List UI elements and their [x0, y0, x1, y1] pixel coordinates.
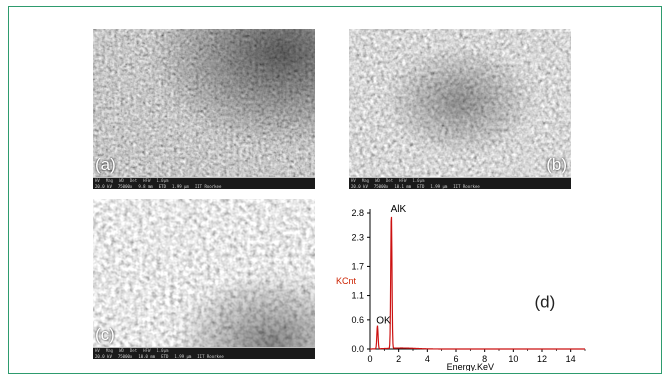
- y-axis-label: KCnt: [336, 276, 357, 286]
- panel-label-b: (b): [546, 155, 567, 174]
- figure-frame: [8, 6, 662, 374]
- panel-label-c: (c): [95, 325, 115, 344]
- sem-info-bar-c: HV Mag WD Det HFW 1.0μm 20.0 kV 75000x 10.0 mm E…: [93, 347, 315, 359]
- y-tick-label: 0.0: [351, 344, 364, 354]
- y-tick-label: 1.1: [351, 291, 364, 301]
- sem-image-a: (a) HV Mag WD Det HFW 1.0μm 20.0 kV 75000x 9.8 …: [93, 29, 315, 189]
- x-tick-label: 6: [453, 354, 458, 364]
- y-tick-label: 2.8: [351, 208, 364, 218]
- x-tick-label: 12: [537, 354, 547, 364]
- sem-info-bar-a: HV Mag WD Det HFW 1.0μm 20.0 kV 75000x 9.8 mm ET…: [93, 177, 315, 189]
- y-tick-label: 2.3: [351, 232, 364, 242]
- peak-label-ok: OK: [376, 316, 391, 327]
- sem-texture-b: [349, 29, 571, 189]
- sem-info-bar-b: HV Mag WD Det HFW 1.0μm 20.0 kV 75000x 10.1 mm E…: [349, 177, 571, 189]
- x-axis-label: Energy.KeV: [447, 362, 494, 371]
- panel-label-d: (d): [534, 293, 555, 312]
- sem-image-c: (c) HV Mag WD Det HFW 1.0μm 20.0 kV 75000x 10.0…: [93, 199, 315, 359]
- eds-spectrum-chart: 0.0 0.6 1.1 1.7 2.3 2.8 0 2 4 6 8 10 12 14 KCnt Energy.…: [336, 204, 586, 372]
- panel-label-a: (a): [95, 155, 116, 174]
- peak-label-alk: AlK: [391, 204, 407, 215]
- x-tick-label: 8: [482, 354, 487, 364]
- sem-texture-a: [93, 29, 315, 189]
- x-tick-label: 4: [425, 354, 430, 364]
- x-tick-label: 2: [396, 354, 401, 364]
- x-tick-label: 14: [566, 354, 576, 364]
- spectrum-line: [370, 216, 585, 350]
- y-tick-label: 1.7: [351, 261, 364, 271]
- sem-texture-c: [93, 199, 315, 359]
- x-tick-label: 10: [508, 354, 518, 364]
- eds-spectrum-panel: 0.0 0.6 1.1 1.7 2.3 2.8 0 2 4 6 8 10 12 14 KCnt Energy.…: [330, 199, 592, 372]
- sem-image-b: (b) HV Mag WD Det HFW 1.0μm 20.0 kV 75000x 10.1…: [349, 29, 571, 189]
- y-tick-label: 0.6: [351, 315, 364, 325]
- x-tick-label: 0: [367, 354, 372, 364]
